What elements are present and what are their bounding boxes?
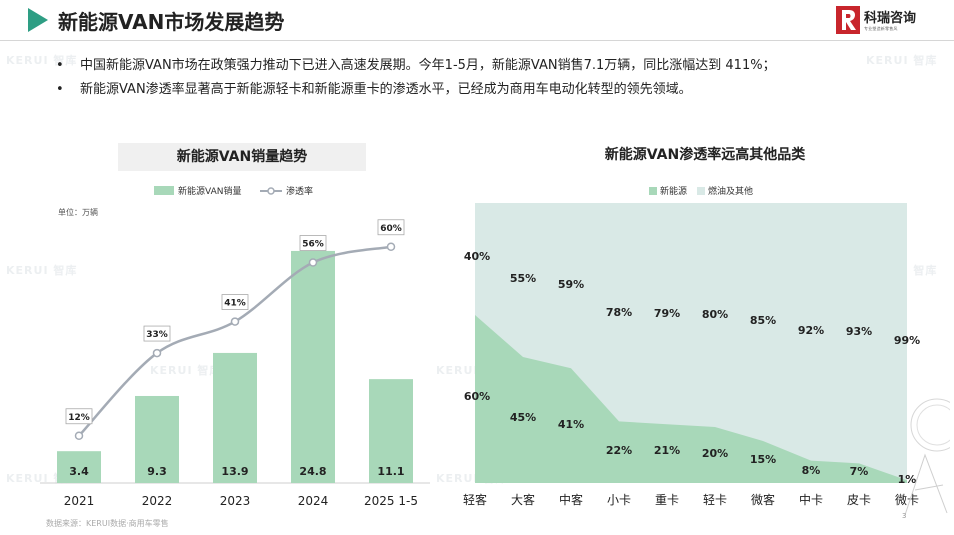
decorative-sketch-icon	[904, 398, 950, 515]
ev-value-label: 8%	[802, 464, 821, 477]
legend-label-ev: 新能源	[660, 185, 687, 197]
legend-label-other: 燃油及其他	[708, 185, 753, 197]
bar-value-label: 9.3	[147, 465, 167, 478]
legend-swatch-other	[697, 187, 705, 195]
x-tick-label: 重卡	[655, 493, 679, 507]
ev-value-label: 41%	[558, 418, 584, 431]
other-value-label: 40%	[464, 250, 490, 263]
other-value-label: 92%	[798, 324, 824, 337]
bar-value-label: 13.9	[221, 465, 248, 478]
x-tick-label: 皮卡	[847, 493, 871, 507]
bullet-marker: •	[56, 58, 64, 73]
legend-swatch-sales	[154, 186, 174, 195]
watermark: KERUI 智库	[6, 264, 78, 277]
page-number: 3	[902, 512, 907, 520]
x-tick-label: 2021	[64, 494, 95, 508]
ev-value-label: 7%	[850, 465, 869, 478]
x-tick-label: 中卡	[799, 492, 823, 507]
rate-point	[308, 258, 318, 267]
rate-value-label: 56%	[302, 240, 324, 250]
header-divider	[0, 40, 954, 41]
x-tick-label: 2024	[298, 494, 329, 508]
bullet-item: • 中国新能源VAN市场在政策强力推动下已进入高速发展期。今年1-5月，新能源V…	[56, 55, 916, 76]
penetration-area-chart: 新能源 燃油及其他 40% 60% 轻客 55% 45% 大客 59% 41% 中客 78% 22% 小卡…	[463, 185, 920, 507]
x-tick-label: 轻客	[463, 492, 487, 507]
x-tick-label: 2023	[220, 494, 251, 508]
bullet-text: 新能源VAN渗透率显著高于新能源轻卡和新能源重卡的渗透水平，已经成为商用车电动化…	[80, 82, 692, 97]
logo-icon	[836, 6, 860, 34]
bar-2022	[135, 395, 179, 483]
rate-label-box	[143, 325, 171, 342]
other-value-label: 99%	[894, 334, 920, 347]
ev-value-label: 60%	[464, 390, 490, 403]
legend-swatch-ev	[649, 187, 657, 195]
other-value-label: 80%	[702, 308, 728, 321]
watermark: KERUI 智库	[150, 364, 222, 377]
bullet-marker: •	[56, 82, 64, 97]
title-arrow-icon	[28, 8, 48, 32]
other-value-label: 79%	[654, 307, 680, 320]
rate-value-label: 60%	[380, 224, 402, 234]
bar-2024	[291, 250, 335, 483]
rate-value-label: 33%	[146, 330, 168, 340]
x-tick-label: 轻卡	[703, 493, 727, 507]
rate-point	[74, 431, 84, 440]
bar-2021	[57, 451, 101, 483]
bar-value-label: 11.1	[377, 465, 404, 478]
other-value-label: 59%	[558, 278, 584, 291]
left-chart-title: 新能源VAN销量趋势	[118, 143, 366, 171]
rate-point	[230, 317, 240, 326]
x-tick-label: 微客	[751, 492, 775, 507]
rate-value-label: 41%	[224, 299, 246, 309]
legend-label-sales: 新能源VAN销量	[178, 185, 241, 197]
bullet-list: • 中国新能源VAN市场在政策强力推动下已进入高速发展期。今年1-5月，新能源V…	[56, 55, 916, 103]
bar-2023	[213, 352, 257, 483]
x-tick-label: 大客	[511, 492, 535, 507]
rate-label-box	[65, 408, 93, 425]
page-title: 新能源VAN市场发展趋势	[58, 10, 285, 34]
x-tick-label: 2022	[142, 494, 173, 508]
x-tick-label: 2025 1-5	[364, 494, 418, 508]
rate-value-label: 12%	[68, 413, 90, 423]
logo-name: 科瑞咨询	[864, 11, 917, 26]
other-value-label: 55%	[510, 272, 536, 285]
ev-value-label: 21%	[654, 444, 680, 457]
unit-label: 单位：万辆	[58, 207, 98, 217]
bullet-item: • 新能源VAN渗透率显著高于新能源轻卡和新能源重卡的渗透水平，已经成为商用车电…	[56, 79, 916, 100]
rate-label-box	[377, 219, 405, 236]
ev-value-label: 15%	[750, 453, 776, 466]
area-ev	[475, 315, 907, 483]
logo-subtitle: 专业塑造新零售风	[864, 26, 898, 31]
ev-value-label: 20%	[702, 447, 728, 460]
x-tick-label: 中客	[559, 492, 583, 507]
other-value-label: 93%	[846, 325, 872, 338]
rate-point	[152, 348, 162, 358]
legend-marker-rate	[267, 187, 275, 195]
ev-value-label: 45%	[510, 411, 536, 424]
source-note: 数据来源：KERUI数据·商用车零售	[46, 519, 169, 528]
bar-2025 1-5	[369, 379, 413, 483]
bar-value-label: 24.8	[299, 465, 326, 478]
legend-label-rate: 渗透率	[286, 185, 313, 197]
ev-value-label: 22%	[606, 444, 632, 457]
x-tick-label: 小卡	[607, 493, 631, 507]
ev-value-label: 1%	[898, 473, 917, 486]
other-value-label: 78%	[606, 306, 632, 319]
x-tick-label: 微卡	[895, 493, 919, 507]
rate-label-box	[221, 294, 249, 310]
rate-label-box	[299, 235, 327, 251]
watermark: KERUI 智库	[866, 54, 938, 67]
bar-value-label: 3.4	[69, 465, 89, 478]
bullet-text: 中国新能源VAN市场在政策强力推动下已进入高速发展期。今年1-5月，新能源VAN…	[80, 58, 776, 73]
other-value-label: 85%	[750, 314, 776, 327]
right-chart-title: 新能源VAN渗透率远高其他品类	[604, 147, 806, 163]
rate-point	[386, 242, 396, 251]
watermark: KERUI 智库	[6, 54, 78, 67]
